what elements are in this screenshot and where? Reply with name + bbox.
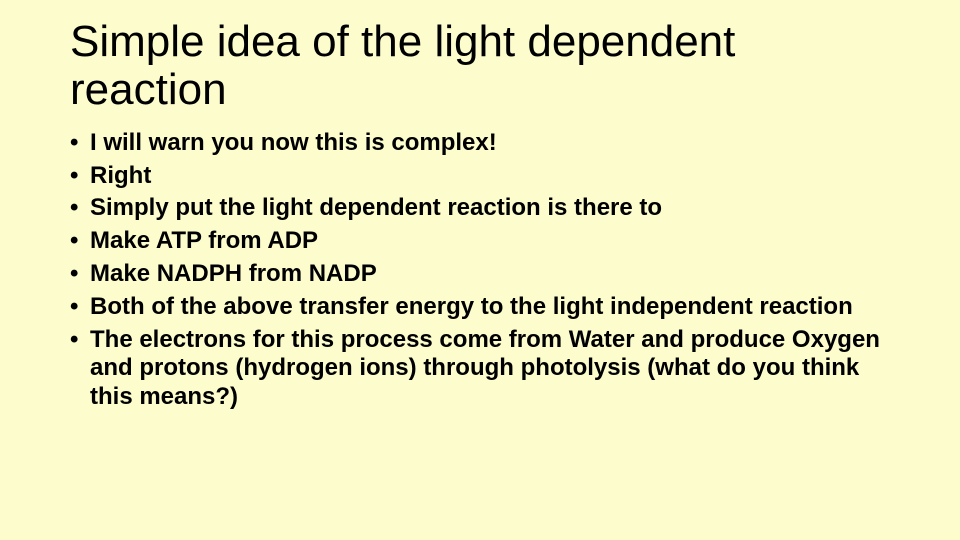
list-item: Right (70, 162, 890, 191)
list-item: Both of the above transfer energy to the… (70, 293, 890, 322)
list-item: I will warn you now this is complex! (70, 129, 890, 158)
list-item: Make ATP from ADP (70, 227, 890, 256)
slide-title: Simple idea of the light dependent react… (70, 18, 890, 115)
list-item: Make NADPH from NADP (70, 260, 890, 289)
bullet-list: I will warn you now this is complex! Rig… (70, 129, 890, 412)
list-item: Simply put the light dependent reaction … (70, 194, 890, 223)
list-item: The electrons for this process come from… (70, 326, 890, 412)
slide: Simple idea of the light dependent react… (0, 0, 960, 540)
